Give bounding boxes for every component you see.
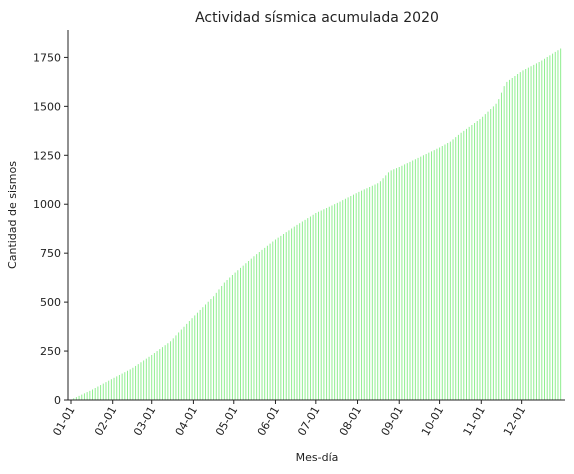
x-tick-label: 11-01 [461, 404, 488, 438]
y-tick-label: 1500 [33, 100, 61, 113]
y-tick-label: 1000 [33, 198, 61, 211]
x-tick-label: 04-01 [173, 404, 200, 438]
x-tick-label: 03-01 [131, 404, 158, 438]
x-tick-label: 05-01 [213, 404, 240, 438]
x-axis: 01-01 02-01 03-01 04-01 05-01 06-01 07-01 08-01… [50, 400, 528, 438]
y-tick-label: 500 [40, 296, 61, 309]
y-tick-label: 1250 [33, 149, 61, 162]
x-axis-label: Mes-día [296, 451, 339, 464]
x-tick-label: 12-01 [501, 404, 528, 438]
y-tick-label: 0 [54, 394, 61, 407]
x-tick-label: 06-01 [255, 404, 282, 438]
x-tick-label: 02-01 [92, 404, 119, 438]
x-tick-label: 10-01 [419, 404, 446, 438]
y-axis-label: Cantidad de sismos [6, 161, 19, 269]
x-tick-label: 08-01 [337, 404, 364, 438]
x-tick-label: 01-01 [50, 404, 77, 438]
y-tick-label: 1750 [33, 51, 61, 64]
x-tick-label: 07-01 [295, 404, 322, 438]
x-tick-label: 09-01 [379, 404, 406, 438]
bars-group [70, 48, 562, 400]
y-axis: 0 250 500 750 1000 1250 1500 1750 [33, 51, 68, 407]
y-tick-label: 750 [40, 247, 61, 260]
chart-title: Actividad sísmica acumulada 2020 [195, 10, 439, 26]
y-tick-label: 250 [40, 345, 61, 358]
